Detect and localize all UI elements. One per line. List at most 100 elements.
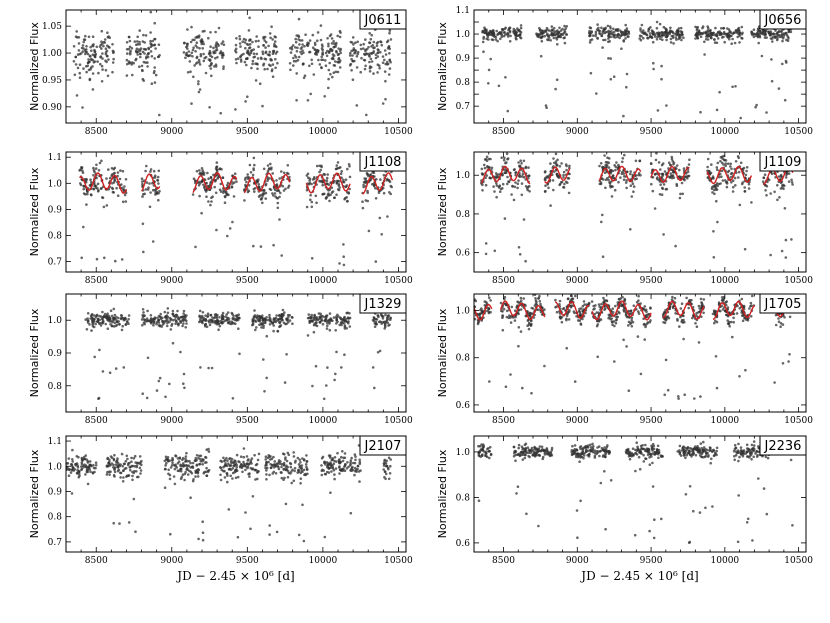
data-point <box>494 38 498 41</box>
data-point <box>146 356 150 360</box>
data-point <box>93 48 96 52</box>
data-point <box>266 318 270 322</box>
data-point <box>701 25 705 28</box>
data-point <box>82 192 86 195</box>
data-point <box>103 38 107 41</box>
data-point <box>361 200 364 203</box>
data-point <box>679 26 683 30</box>
data-point <box>634 159 638 163</box>
data-point <box>506 35 510 38</box>
data-point <box>84 454 87 457</box>
data-point <box>270 25 273 29</box>
data-point <box>567 191 571 195</box>
data-point <box>236 57 240 60</box>
data-point <box>376 51 380 54</box>
data-point <box>483 166 487 170</box>
data-point <box>552 36 556 40</box>
data-point <box>149 39 152 43</box>
data-point <box>264 182 268 186</box>
data-point <box>198 309 202 313</box>
data-point <box>80 468 83 472</box>
data-point <box>380 313 383 317</box>
data-point <box>568 164 571 168</box>
data-point <box>784 176 788 179</box>
data-point <box>659 183 662 186</box>
data-point <box>89 178 92 181</box>
data-point <box>232 195 236 198</box>
data-point <box>379 50 382 54</box>
data-point <box>98 322 101 325</box>
x-tick-label: 8500 <box>492 276 515 286</box>
data-point <box>480 167 484 171</box>
x-tick-label: 9000 <box>160 276 183 286</box>
data-point <box>110 324 114 328</box>
data-point <box>313 41 317 45</box>
data-point <box>389 318 392 322</box>
data-point <box>234 58 238 61</box>
data-point <box>482 163 486 167</box>
data-point <box>127 60 131 63</box>
data-point <box>77 470 81 474</box>
data-point <box>199 318 202 321</box>
data-point <box>142 33 145 37</box>
y-tick-label: 0.9 <box>48 349 63 359</box>
data-point <box>99 187 103 190</box>
data-point <box>699 395 702 398</box>
data-point <box>362 183 365 187</box>
data-point <box>131 73 134 77</box>
data-point <box>83 457 87 461</box>
data-point <box>151 188 155 192</box>
data-point <box>730 175 733 179</box>
data-point <box>484 183 488 187</box>
data-point <box>334 70 338 74</box>
data-point <box>139 47 143 50</box>
data-point <box>75 30 78 33</box>
data-point <box>624 313 628 317</box>
y-tick-label: 0.95 <box>42 76 62 86</box>
data-point <box>474 317 477 321</box>
data-point <box>346 199 349 203</box>
data-point <box>210 319 213 322</box>
data-point <box>115 186 118 190</box>
data-point <box>321 52 324 56</box>
data-point <box>677 397 680 400</box>
data-point <box>483 26 486 30</box>
data-point <box>706 38 710 41</box>
data-point <box>362 47 365 50</box>
data-point <box>113 468 116 472</box>
data-point <box>495 29 499 33</box>
data-point <box>514 37 518 40</box>
data-point <box>309 193 312 197</box>
object-tag-box <box>759 9 807 30</box>
data-point <box>257 183 261 186</box>
data-point <box>715 108 719 112</box>
data-point <box>272 329 275 333</box>
data-point <box>214 313 218 316</box>
data-point <box>363 53 367 56</box>
data-point <box>748 307 751 310</box>
data-point <box>228 227 232 230</box>
data-point <box>381 102 385 105</box>
data-point <box>239 60 243 63</box>
data-point <box>500 28 504 31</box>
data-point <box>632 185 636 188</box>
data-point <box>558 183 561 187</box>
data-point <box>272 324 276 327</box>
data-point <box>481 29 485 33</box>
data-point <box>214 191 218 195</box>
data-point <box>726 36 730 39</box>
data-point <box>207 320 211 324</box>
data-point <box>157 379 161 383</box>
data-point <box>305 188 309 192</box>
data-point <box>164 395 167 399</box>
y-tick-label: 1.05 <box>42 22 62 32</box>
data-point <box>210 366 214 370</box>
data-point <box>271 63 275 66</box>
data-point <box>491 29 495 32</box>
data-point <box>154 73 158 77</box>
data-point <box>246 49 249 52</box>
data-point <box>91 72 95 75</box>
data-point <box>239 45 242 48</box>
model-curve <box>712 300 755 320</box>
data-point <box>153 176 157 179</box>
